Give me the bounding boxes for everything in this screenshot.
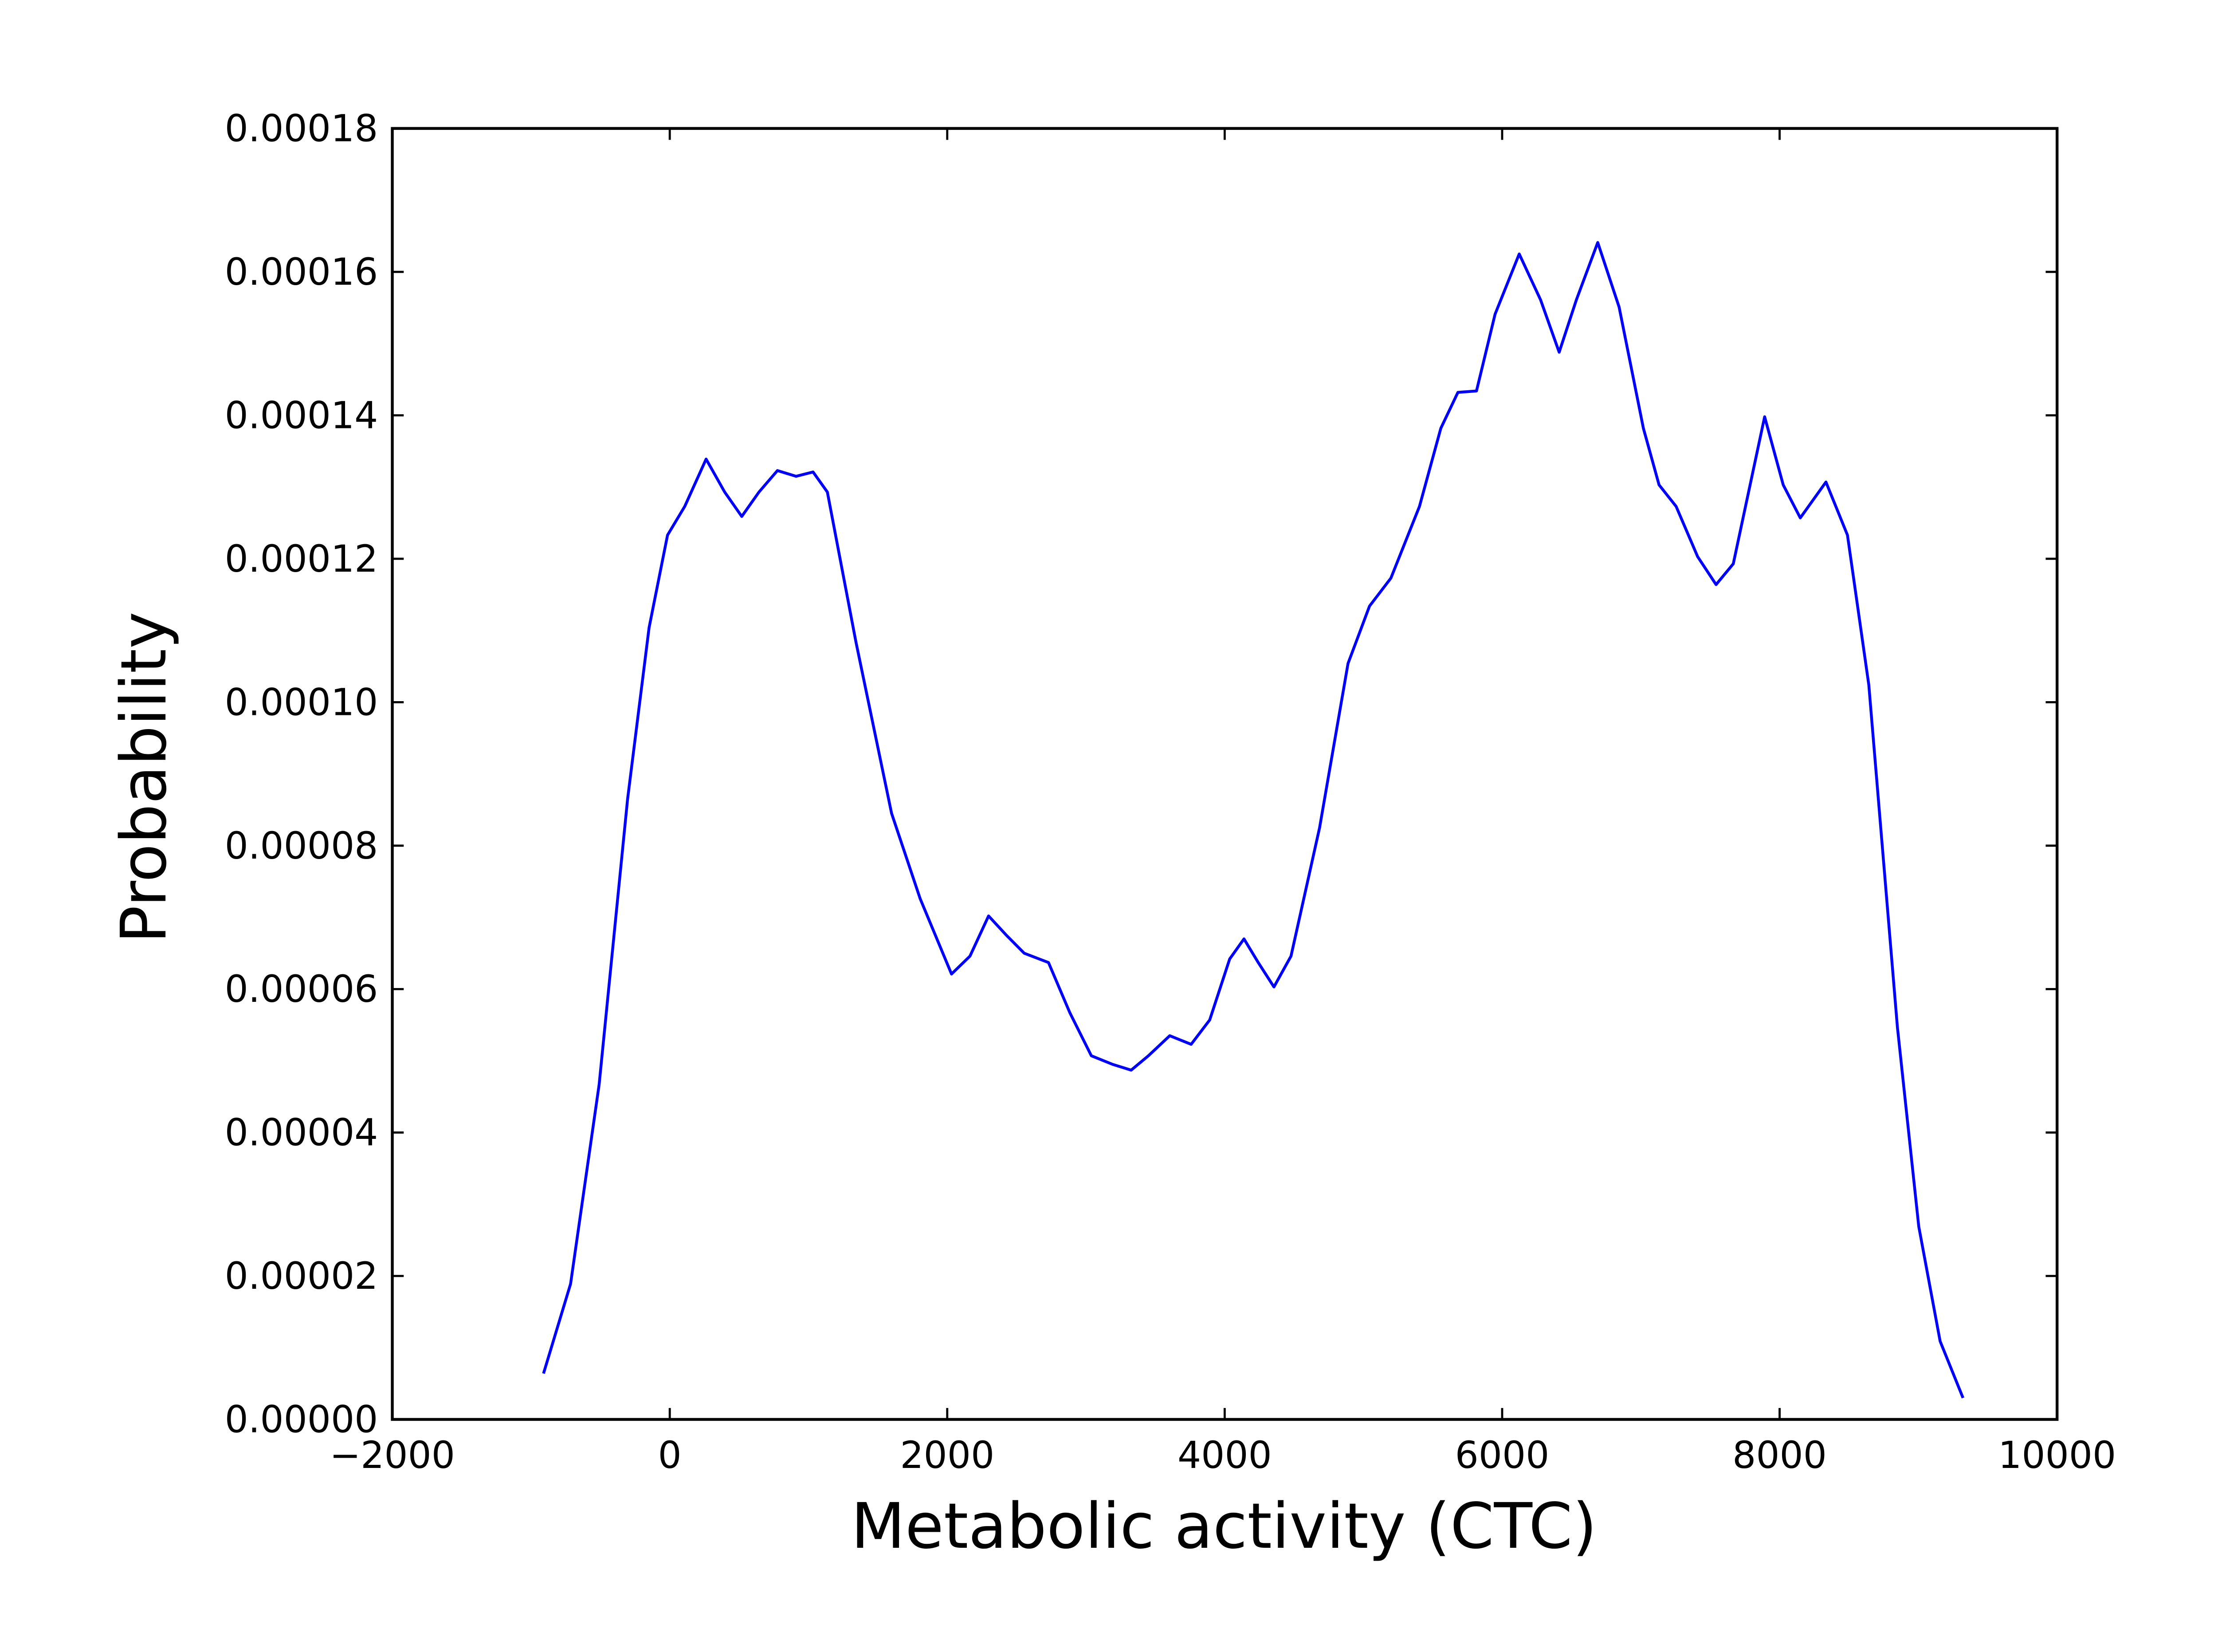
y-tick-label: 0.00014	[225, 393, 378, 437]
x-tick-label: 6000	[1455, 1433, 1550, 1477]
x-tick-label: 2000	[900, 1433, 994, 1477]
x-tick-label: 8000	[1732, 1433, 1827, 1477]
y-tick-label: 0.00016	[225, 250, 378, 294]
plot-frame	[391, 127, 2059, 1421]
y-tick-label: 0.00008	[225, 824, 378, 867]
y-tick-label: 0.00012	[225, 537, 378, 581]
data-line	[542, 241, 1965, 1399]
y-axis-label: Probability	[108, 612, 181, 943]
y-tick-label: 0.00006	[225, 967, 378, 1011]
y-tick-label: 0.00000	[225, 1398, 378, 1441]
y-tick-label: 0.00004	[225, 1111, 378, 1154]
x-tick-label: 0	[658, 1433, 682, 1477]
y-tick-label: 0.00018	[225, 107, 378, 150]
x-tick-label: 4000	[1178, 1433, 1272, 1477]
x-axis-label: Metabolic activity (CTC)	[851, 1490, 1597, 1563]
y-tick-label: 0.00002	[225, 1254, 378, 1298]
x-tick-label: 10000	[1998, 1433, 2116, 1477]
y-tick-label: 0.00010	[225, 680, 378, 724]
x-tick-label: −2000	[330, 1433, 455, 1477]
